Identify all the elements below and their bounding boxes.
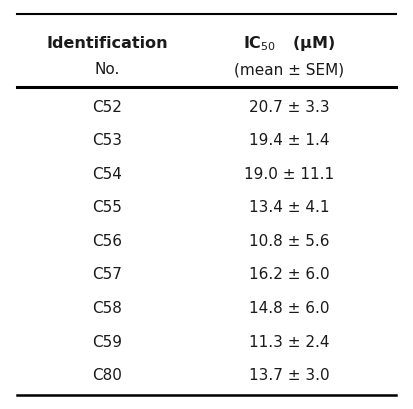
Text: 13.4 ± 4.1: 13.4 ± 4.1 — [249, 200, 329, 216]
Text: C57: C57 — [93, 267, 122, 283]
Text: No.: No. — [95, 62, 120, 77]
Text: C54: C54 — [93, 167, 122, 182]
Text: 19.4 ± 1.4: 19.4 ± 1.4 — [249, 133, 329, 148]
Text: 14.8 ± 6.0: 14.8 ± 6.0 — [249, 301, 329, 316]
Text: Identification: Identification — [47, 36, 168, 51]
Text: 13.7 ± 3.0: 13.7 ± 3.0 — [249, 368, 330, 383]
Text: 20.7 ± 3.3: 20.7 ± 3.3 — [249, 100, 330, 115]
Text: 10.8 ± 5.6: 10.8 ± 5.6 — [249, 234, 329, 249]
Text: 19.0 ± 11.1: 19.0 ± 11.1 — [244, 167, 334, 182]
Text: C55: C55 — [93, 200, 122, 216]
Text: C53: C53 — [93, 133, 122, 148]
Text: C52: C52 — [93, 100, 122, 115]
Text: (mean ± SEM): (mean ± SEM) — [234, 62, 344, 77]
Text: 11.3 ± 2.4: 11.3 ± 2.4 — [249, 335, 329, 350]
Text: C56: C56 — [93, 234, 122, 249]
Text: C80: C80 — [93, 368, 122, 383]
Text: 16.2 ± 6.0: 16.2 ± 6.0 — [249, 267, 330, 283]
Text: C59: C59 — [93, 335, 122, 350]
Text: C58: C58 — [93, 301, 122, 316]
Text: IC$_{50}$   (μM): IC$_{50}$ (μM) — [243, 34, 335, 53]
